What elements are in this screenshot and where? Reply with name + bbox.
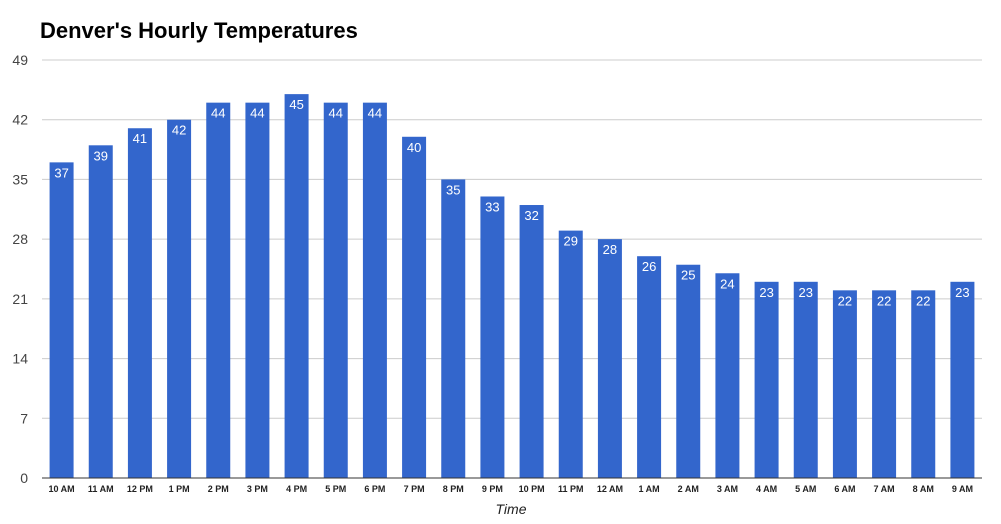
data-label: 22	[838, 293, 852, 308]
data-label: 24	[720, 276, 734, 291]
data-label: 44	[368, 106, 382, 121]
x-tick-label: 10 PM	[519, 484, 545, 494]
bar	[402, 136, 427, 478]
x-tick-label: 6 AM	[834, 484, 855, 494]
bars	[49, 94, 975, 479]
data-labels: 37 39 41 42 44 44 45 44 44 40 35 33 32 29 28 26 25 24 23 23…	[54, 97, 969, 308]
data-label: 33	[485, 199, 499, 214]
x-tick-label: 4 PM	[286, 484, 307, 494]
x-tick-label: 2 AM	[678, 484, 699, 494]
bar	[754, 281, 779, 478]
y-tick-label: 14	[12, 351, 28, 367]
y-tick-label: 21	[12, 291, 28, 307]
y-tick-label: 35	[12, 171, 28, 187]
y-tick-label: 28	[12, 231, 28, 247]
chart-title: Denver's Hourly Temperatures	[40, 18, 358, 43]
bar	[245, 102, 270, 478]
bar	[872, 290, 897, 478]
x-tick-label: 9 AM	[952, 484, 973, 494]
x-axis-ticks: 10 AM 11 AM 12 PM 1 PM 2 PM 3 PM 4 PM 5 PM 6 PM 7…	[48, 484, 973, 494]
data-label: 35	[446, 182, 460, 197]
bar	[793, 281, 818, 478]
x-tick-label: 3 PM	[247, 484, 268, 494]
data-label: 23	[799, 285, 813, 300]
x-tick-label: 1 AM	[638, 484, 659, 494]
bar	[715, 273, 740, 478]
gridlines	[42, 59, 982, 419]
x-tick-label: 1 PM	[169, 484, 190, 494]
bar	[49, 162, 74, 478]
x-tick-label: 5 AM	[795, 484, 816, 494]
bar	[362, 102, 387, 478]
data-label: 32	[524, 208, 538, 223]
x-tick-label: 11 AM	[88, 484, 114, 494]
x-tick-label: 11 PM	[558, 484, 584, 494]
x-tick-label: 8 PM	[443, 484, 464, 494]
x-tick-label: 9 PM	[482, 484, 503, 494]
data-label: 42	[172, 123, 186, 138]
data-label: 41	[133, 131, 147, 146]
x-tick-label: 12 PM	[127, 484, 153, 494]
bar	[911, 290, 936, 478]
data-label: 40	[407, 140, 421, 155]
y-tick-label: 49	[12, 52, 28, 68]
x-axis-label: Time	[496, 501, 527, 517]
data-label: 45	[289, 97, 303, 112]
x-tick-label: 2 PM	[208, 484, 229, 494]
bar	[206, 102, 231, 478]
x-tick-label: 7 PM	[404, 484, 425, 494]
data-label: 44	[250, 106, 264, 121]
y-tick-label: 0	[20, 470, 28, 486]
bar	[676, 264, 701, 478]
data-label: 22	[877, 293, 891, 308]
data-label: 26	[642, 259, 656, 274]
y-tick-label: 7	[20, 410, 28, 426]
data-label: 25	[681, 268, 695, 283]
x-tick-label: 6 PM	[364, 484, 385, 494]
bar	[637, 256, 662, 478]
bar	[441, 179, 466, 478]
data-label: 39	[94, 148, 108, 163]
bar	[284, 94, 309, 479]
x-tick-label: 5 PM	[325, 484, 346, 494]
x-tick-label: 4 AM	[756, 484, 777, 494]
bar	[519, 205, 544, 479]
y-tick-label: 42	[12, 112, 28, 128]
bar	[950, 281, 975, 478]
bar	[480, 196, 505, 478]
x-tick-label: 8 AM	[913, 484, 934, 494]
data-label: 44	[211, 106, 225, 121]
x-tick-label: 7 AM	[873, 484, 894, 494]
y-axis-ticks: 0 7 14 21 28 35 42 49	[12, 52, 28, 486]
bar	[558, 230, 583, 478]
data-label: 29	[564, 234, 578, 249]
data-label: 37	[54, 165, 68, 180]
data-label: 28	[603, 242, 617, 257]
bar	[597, 239, 622, 478]
bar	[323, 102, 348, 478]
data-label: 44	[329, 106, 343, 121]
data-label: 23	[759, 285, 773, 300]
data-label: 22	[916, 293, 930, 308]
bar	[127, 128, 152, 478]
bar	[88, 145, 113, 478]
x-tick-label: 12 AM	[597, 484, 623, 494]
bar	[167, 119, 192, 478]
x-tick-label: 3 AM	[717, 484, 738, 494]
x-tick-label: 10 AM	[48, 484, 74, 494]
bar	[832, 290, 857, 478]
data-label: 23	[955, 285, 969, 300]
